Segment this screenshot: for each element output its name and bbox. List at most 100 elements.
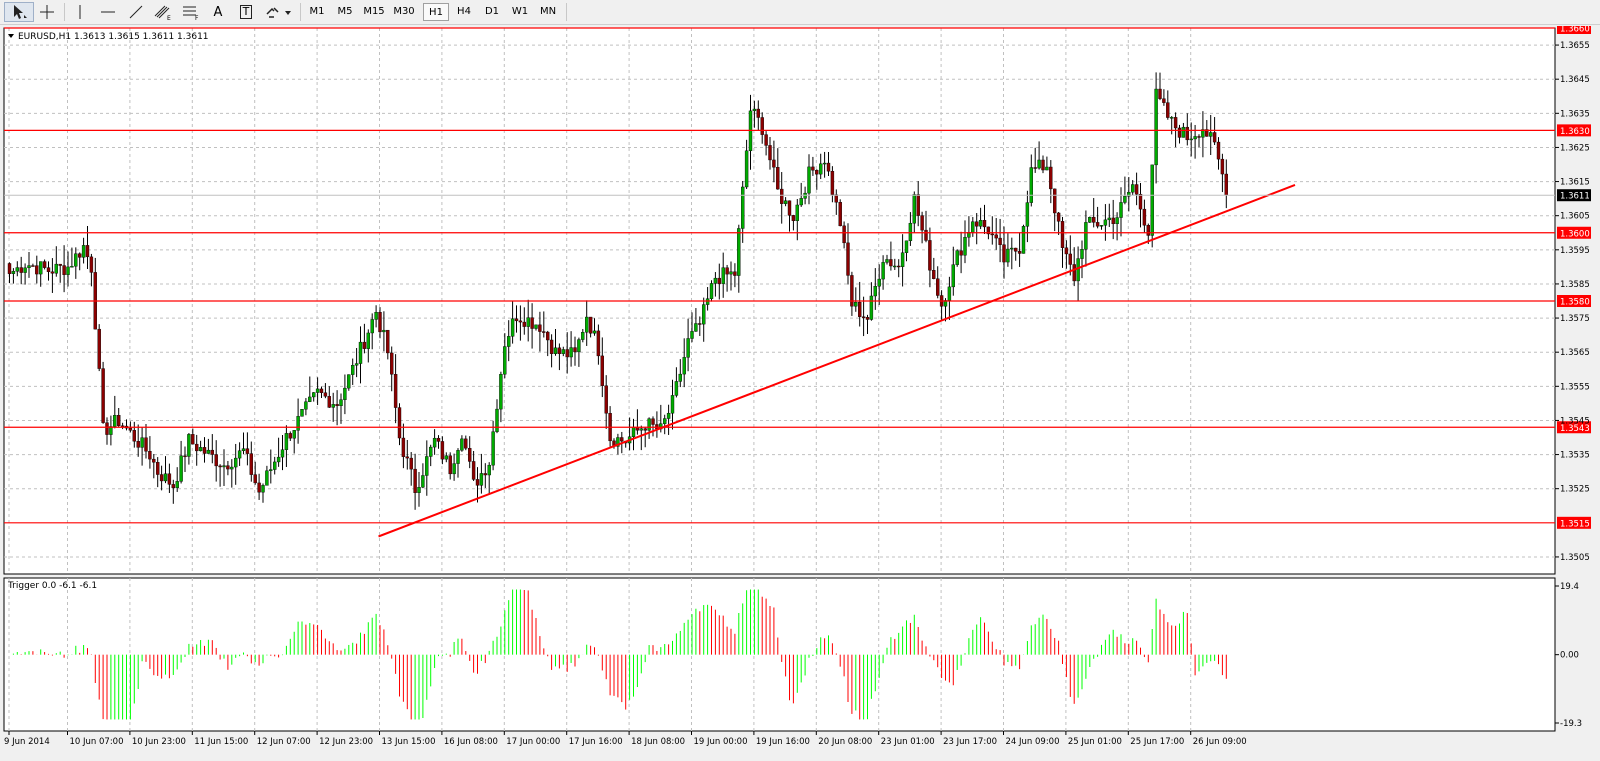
candle-body <box>116 415 121 426</box>
level-price-label: 1.3580 <box>1560 298 1590 308</box>
candle-body <box>592 330 597 334</box>
candle-body <box>370 319 374 334</box>
timeframe-m15[interactable]: M15 <box>363 6 385 17</box>
candle-body <box>1029 167 1034 203</box>
cursor-tool-button[interactable] <box>4 2 34 22</box>
candle-body <box>1072 264 1076 282</box>
support-trendline[interactable] <box>378 184 1296 538</box>
channel-button[interactable]: E <box>152 2 174 22</box>
candle-body <box>542 331 546 333</box>
timeframe-m5[interactable]: M5 <box>337 6 353 17</box>
candle-body <box>850 275 854 307</box>
candle-body <box>429 446 433 457</box>
candle-body <box>1220 158 1225 175</box>
level-price-label: 1.3630 <box>1560 127 1590 137</box>
candle-body <box>448 455 452 475</box>
timeframe-h4[interactable]: H4 <box>457 6 471 17</box>
candle-body <box>214 454 218 467</box>
candle-body <box>159 474 164 482</box>
candle-body <box>795 204 799 222</box>
arrow-shapes-button[interactable] <box>264 2 294 22</box>
candle-body <box>1107 217 1112 221</box>
chart-window[interactable]: 1.3660 1.3630 1.3600 1.3580 1.3543 1.3515 1.3… <box>0 22 1600 758</box>
indicator-plot-area <box>3 577 1556 732</box>
candle-body <box>600 355 604 386</box>
candle-body <box>436 437 441 442</box>
text-label-button[interactable]: T <box>236 2 256 22</box>
candle-body <box>783 200 788 204</box>
crosshair-tool-button[interactable] <box>36 2 58 22</box>
candle-body <box>495 408 499 432</box>
channel-icon: E <box>154 5 171 20</box>
horizontal-levels[interactable]: 1.3660 1.3630 1.3600 1.3580 1.3543 1.3515 <box>4 22 1591 529</box>
candle-body <box>31 265 35 267</box>
candle-body <box>452 463 456 475</box>
candle-body <box>1041 159 1045 171</box>
trendline-button[interactable] <box>126 2 146 22</box>
candle-body <box>507 336 511 347</box>
timeframe-w1[interactable]: W1 <box>511 6 529 17</box>
candle-body <box>791 215 796 222</box>
time-tick-label: 25 Jun 17:00 <box>1130 737 1184 747</box>
price-tick-label: 1.3635 <box>1560 109 1590 119</box>
price-tick-label: 1.3505 <box>1560 553 1590 563</box>
candle-body <box>284 433 289 450</box>
time-tick-label: 9 Jun 2014 <box>4 737 50 747</box>
candle-body <box>276 456 281 463</box>
candle-body <box>752 108 757 112</box>
timeframe-h1[interactable]: H1 <box>423 3 449 21</box>
timeframe-m30[interactable]: M30 <box>393 6 415 17</box>
candle-body <box>42 261 47 268</box>
candle-body <box>218 465 222 468</box>
cursor-icon <box>14 5 27 19</box>
candle-body <box>756 108 760 118</box>
candle-body <box>717 277 721 284</box>
candle-body <box>339 399 343 407</box>
candle-body <box>273 461 277 470</box>
time-axis: 9 Jun 2014 10 Jun 07:00 10 Jun 23:00 11 Jun… <box>4 731 1247 747</box>
candle-body <box>729 271 733 275</box>
candle-body <box>666 412 671 419</box>
candle-body <box>1169 117 1174 119</box>
timeframe-mn[interactable]: MN <box>539 6 557 17</box>
candle-body <box>1119 202 1123 218</box>
candle-body <box>647 418 651 431</box>
price-chart[interactable]: 1.3660 1.3630 1.3600 1.3580 1.3543 1.3515 1.3… <box>0 22 1600 758</box>
vertical-line-button[interactable] <box>70 2 90 22</box>
time-tick-label: 12 Jun 07:00 <box>257 737 311 747</box>
candle-body <box>191 434 195 445</box>
horizontal-line-button[interactable] <box>98 2 118 22</box>
candle-body <box>713 277 718 284</box>
candle-body <box>877 278 881 287</box>
indicator-header: Trigger 0.0 -6.1 -6.1 <box>7 581 97 591</box>
candle-body <box>834 194 838 203</box>
candle-body <box>343 387 347 400</box>
candle-body <box>670 395 675 414</box>
candle-body <box>152 458 156 463</box>
level-price-tag <box>1557 124 1591 137</box>
candle-body <box>210 449 215 455</box>
candle-body <box>1166 102 1170 118</box>
candle-body <box>167 473 172 485</box>
crosshair-icon <box>40 5 54 19</box>
candle-body <box>908 222 913 242</box>
text-tool-button[interactable]: A <box>208 2 228 22</box>
candle-body <box>101 368 105 423</box>
price-tick-label: 1.3645 <box>1560 75 1590 85</box>
timeframe-m1[interactable]: M1 <box>309 6 325 17</box>
price-tick-label: 1.3615 <box>1560 178 1590 188</box>
candle-body <box>464 438 468 449</box>
candle-body <box>881 262 885 280</box>
candle-body <box>62 265 66 275</box>
toolbar-separator <box>64 3 65 21</box>
candle-body <box>280 449 285 458</box>
timeframe-d1[interactable]: D1 <box>484 6 500 17</box>
collapse-arrow-icon[interactable] <box>8 34 14 38</box>
candle-body <box>19 267 23 273</box>
fibonacci-button[interactable]: F <box>180 2 202 22</box>
candle-body <box>245 448 250 454</box>
candle-body <box>292 430 296 439</box>
candle-body <box>1049 166 1053 190</box>
price-tick-label: 1.3565 <box>1560 348 1590 358</box>
time-tick-label: 16 Jun 08:00 <box>444 737 498 747</box>
